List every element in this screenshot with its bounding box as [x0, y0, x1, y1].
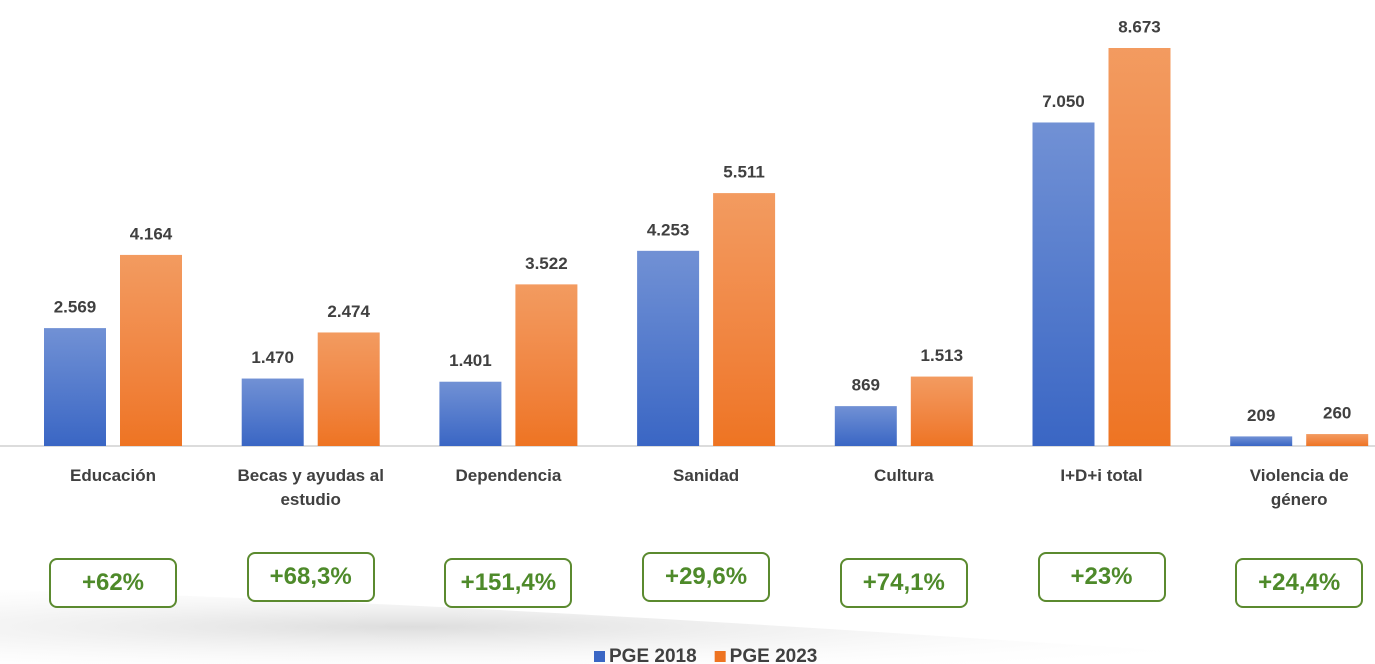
value-label: 1.513 — [921, 346, 964, 365]
value-label: 7.050 — [1042, 92, 1085, 111]
value-label: 5.511 — [723, 163, 765, 182]
bar — [637, 250, 700, 446]
bar — [241, 378, 304, 446]
bar — [713, 193, 776, 446]
x-tick-label: Dependencia — [455, 466, 562, 485]
legend-swatch — [594, 651, 605, 662]
bar — [1230, 436, 1293, 446]
value-label: 209 — [1247, 406, 1275, 425]
bar — [1306, 434, 1369, 446]
bar — [910, 376, 973, 446]
value-label: 8.673 — [1118, 17, 1161, 36]
value-label: 3.522 — [525, 254, 568, 273]
value-label: 2.569 — [54, 298, 97, 317]
annotation: +62% — [49, 558, 177, 608]
bar — [44, 328, 106, 446]
annotation: +29,6% — [642, 552, 771, 602]
value-label: 1.470 — [251, 348, 294, 367]
annotation: +151,4% — [444, 558, 573, 608]
x-tick-label: Violencia de género — [1249, 466, 1349, 509]
background-swoosh — [0, 590, 1375, 664]
legend-label: PGE 2023 — [730, 646, 818, 664]
x-tick-label: Cultura — [874, 466, 934, 485]
bar — [834, 406, 897, 446]
value-label: 4.164 — [130, 224, 173, 243]
value-label: 869 — [852, 376, 880, 395]
value-label: 260 — [1323, 404, 1351, 423]
value-label: 2.474 — [327, 302, 370, 321]
legend-swatch — [714, 651, 726, 662]
annotation: +24,4% — [1235, 558, 1364, 608]
bar — [120, 254, 182, 446]
x-tick-label: Sanidad — [673, 466, 740, 485]
value-label: 1.401 — [449, 351, 492, 370]
annotation: +68,3% — [246, 552, 375, 602]
annotation: +74,1% — [839, 558, 968, 608]
bar — [317, 332, 380, 446]
legend-label: PGE 2018 — [609, 646, 697, 664]
value-label: 4.253 — [647, 220, 690, 239]
bar — [1032, 122, 1095, 446]
bar — [515, 284, 578, 446]
annotation: +23% — [1037, 552, 1166, 602]
x-tick-label: I+D+i total — [1060, 466, 1143, 485]
bar — [439, 381, 502, 446]
bar — [1108, 48, 1171, 446]
x-tick-label: Becas y ayudas al estudio — [237, 466, 384, 509]
x-tick-label: Educación — [70, 466, 156, 485]
